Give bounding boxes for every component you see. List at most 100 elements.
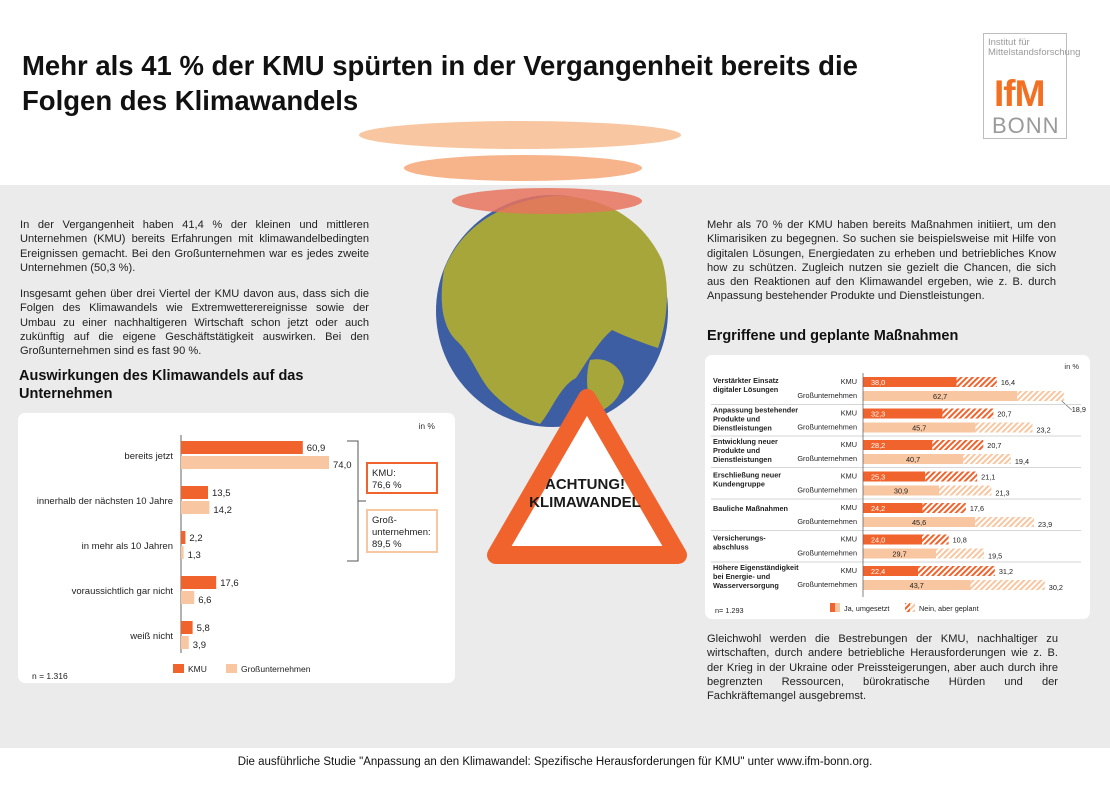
chart1-category-label: in mehr als 10 Jahren (82, 541, 173, 552)
chart2-category-label: Bauliche Maßnahmen (713, 504, 788, 513)
chart2-category-label: bei Energie- und (713, 572, 770, 581)
chart2-value-label-gross-umgesetzt: 45,7 (912, 424, 926, 433)
left-paragraph-2: Insgesamt gehen über drei Viertel der KM… (20, 288, 369, 358)
chart1-legend-swatch-kmu (173, 664, 184, 673)
chart2-legend-swatch-geplant-kmu (905, 603, 910, 612)
chart1-bar-gross (181, 636, 189, 649)
chart2-category-label: abschluss (713, 543, 749, 552)
chart2-bar-gross-umgesetzt (863, 391, 1018, 401)
chart2-group-label-gross: Großunternehmen (797, 580, 857, 589)
ifm-logo: Institut für Mittelstandsforschung IfM B… (983, 33, 1080, 139)
chart2-bar-gross-geplant (939, 485, 992, 496)
chart1-value-label-kmu: 2,2 (189, 533, 202, 544)
chart2-bar-gross-geplant (970, 580, 1045, 590)
chart1-annotation-box-gross (366, 509, 438, 553)
chart2-group-label-kmu: KMU (841, 409, 857, 418)
chart2-value-label-kmu-umgesetzt: 25,3 (871, 473, 885, 482)
chart2-value-label-gross-geplant: 21,3 (995, 489, 1009, 498)
chart1-bar-gross (181, 501, 210, 514)
logo-institute-line1: Institut für (988, 37, 1030, 48)
chart2-value-label-kmu-geplant: 16,4 (1001, 378, 1015, 387)
chart2-group-label-gross: Großunternehmen (797, 486, 857, 495)
chart1-bar-kmu (181, 531, 186, 544)
chart1-bar-kmu (181, 576, 217, 589)
chart2-group-label-gross: Großunternehmen (797, 391, 857, 400)
chart2-group-label-kmu: KMU (841, 472, 857, 481)
chart1-category-label: weiß nicht (129, 631, 173, 642)
chart2-value-label-kmu-umgesetzt: 22,4 (871, 567, 885, 576)
chart2-value-label-kmu-umgesetzt: 24,0 (871, 536, 885, 545)
chart2-group-label-kmu: KMU (841, 377, 857, 386)
chart2-category-label: Dienstleistungen (713, 424, 772, 433)
chart2-value-label-kmu-geplant: 20,7 (997, 410, 1011, 419)
chart2-bar-kmu-umgesetzt (863, 566, 919, 576)
chart1-value-label-gross: 6,6 (198, 595, 211, 606)
chart2-bar-gross-geplant (975, 517, 1034, 527)
chart2-value-label-gross-geplant: 30,2 (1049, 583, 1063, 592)
chart2-category-label: Verstärkter Einsatz (713, 376, 779, 385)
chart1-value-label-kmu: 60,9 (307, 443, 326, 454)
chart2-category-label: Kundengruppe (713, 480, 765, 489)
chart2-value-label-kmu-geplant: 21,1 (981, 473, 995, 482)
chart1-value-label-kmu: 17,6 (220, 578, 239, 589)
chart2-value-label-kmu-geplant: 10,8 (953, 536, 967, 545)
warning-sign: ACHTUNG! KLIMAWANDEL (487, 389, 687, 564)
chart2-value-label-gross-umgesetzt: 30,9 (894, 487, 908, 496)
chart1-bar-kmu (181, 621, 193, 634)
chart1-bar-kmu (181, 441, 303, 454)
chart2-unit-label: in % (1064, 362, 1079, 371)
logo-city: BONN (992, 113, 1060, 138)
chart2-bar-gross-umgesetzt (863, 485, 940, 496)
chart2-group-label-gross: Großunternehmen (797, 517, 857, 526)
chart2-bar-gross-umgesetzt (863, 517, 976, 527)
chart2-bar-kmu-geplant (922, 534, 949, 545)
logo-institute-text: Institut für Mittelstandsforschung (988, 38, 1080, 58)
chart2-value-label-gross-umgesetzt: 45,6 (912, 518, 926, 527)
chart2-legend-label-geplant: Nein, aber geplant (919, 604, 979, 613)
chart1-annotation-gross-value: 89,5 % (372, 539, 402, 550)
chart1-annotation-gross-line1: Groß- (372, 515, 397, 526)
chart2-bar-kmu-geplant (925, 471, 978, 482)
chart2-bar-gross-geplant (1017, 391, 1064, 401)
chart2-legend-swatch-umgesetzt-kmu (830, 603, 835, 612)
chart2-value-label-kmu-geplant: 31,2 (999, 567, 1013, 576)
chart2-n-label: n= 1.293 (715, 606, 744, 615)
chart1-n-label: n = 1.316 (32, 671, 68, 681)
globe-illustration (359, 121, 681, 427)
chart2-bar-gross-geplant (936, 548, 985, 559)
chart2-category-label: Versicherungs- (713, 534, 766, 543)
chart2-value-label-kmu-geplant: 20,7 (987, 441, 1001, 450)
logo-institute-line2: Mittelstandsforschung (988, 47, 1081, 58)
chart2-bar-kmu-geplant (922, 503, 966, 513)
chart2-bar-gross-umgesetzt (863, 422, 976, 433)
chart1-bar-kmu (181, 486, 208, 499)
chart2-category-label: Dienstleistungen (713, 455, 772, 464)
chart2-bar-kmu-geplant (956, 377, 997, 387)
chart1-annotation-kmu-value: 76,6 % (372, 480, 402, 491)
chart1-value-label-gross: 74,0 (333, 460, 352, 471)
chart2-value-label-gross-umgesetzt: 29,7 (892, 550, 906, 559)
chart1-bar-gross (181, 591, 195, 604)
chart2-category-label: Höhere Eigenständigkeit (713, 563, 799, 572)
chart1-category-label: bereits jetzt (124, 451, 173, 462)
chart1-value-label-gross: 1,3 (188, 550, 201, 561)
chart1-value-label-gross: 3,9 (193, 640, 206, 651)
chart2-value-label-kmu-umgesetzt: 38,0 (871, 378, 885, 387)
chart1-value-label-kmu: 5,8 (197, 623, 210, 634)
heat-wave-ring-top (359, 121, 681, 149)
chart1-annotation-box-kmu (366, 462, 438, 494)
chart2-bar-kmu-geplant (918, 566, 995, 576)
warning-line2: KLIMAWANDEL (529, 494, 641, 511)
chart2-category-label: Anpassung bestehender (713, 406, 798, 415)
chart2-legend-label-umgesetzt: Ja, umgesetzt (844, 604, 889, 613)
chart2-value-label-gross-geplant: 23,2 (1036, 426, 1050, 435)
chart2-card: in % Verstärkter Einsatz digitaler Lösunge… (705, 355, 1090, 619)
right-paragraph-1: Mehr als 70 % der KMU haben bereits Maßn… (707, 219, 1056, 303)
left-intro-text: In der Vergangenheit haben 41,4 % der kl… (20, 218, 369, 371)
right-closing-text: Gleichwohl werden die Bestrebungen der K… (707, 632, 1058, 715)
chart1-svg: in % bereits jetzt 60,9 74,0 innerhalb der n… (32, 421, 438, 681)
chart2-bar-kmu-umgesetzt (863, 440, 933, 450)
chart1-legend-label-gross: Großunternehmen (241, 664, 311, 674)
warning-triangle-icon (487, 389, 687, 564)
logo-mark: IfM (994, 73, 1045, 114)
